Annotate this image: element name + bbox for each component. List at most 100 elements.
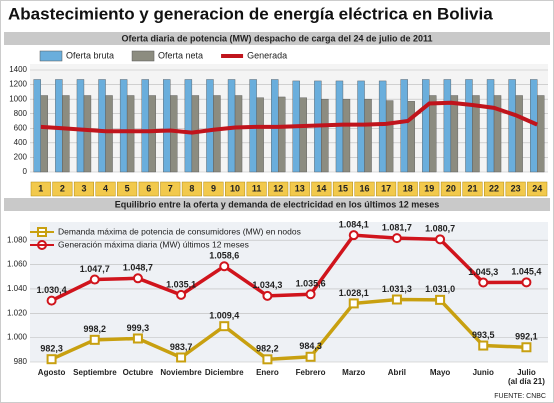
x-tick-label: 20 — [446, 183, 456, 193]
x-label-box — [246, 181, 267, 197]
x-tick-label: 8 — [189, 183, 194, 193]
bar — [256, 97, 264, 173]
x-tick-label: 17 — [381, 183, 391, 193]
bar — [364, 98, 372, 173]
y-tick-label: 1.000 — [7, 333, 28, 342]
bar — [508, 79, 516, 173]
data-label: 1.031,3 — [382, 284, 412, 294]
bar — [98, 79, 106, 173]
bar — [342, 98, 351, 173]
marker — [89, 334, 100, 345]
x-label-box — [181, 181, 202, 197]
plot-bg — [30, 64, 548, 172]
marker — [262, 354, 273, 365]
marker — [348, 230, 359, 241]
bar — [33, 79, 41, 173]
x-tick-label: 15 — [338, 183, 348, 193]
data-label: 1.048,7 — [123, 263, 153, 273]
y-tick-label: 0 — [23, 167, 28, 176]
x-label-box — [160, 181, 181, 197]
data-label: 982,3 — [40, 344, 63, 354]
x-label-box — [95, 181, 116, 197]
data-label: 1.081,7 — [382, 222, 412, 232]
legend-label: Oferta neta — [158, 50, 203, 60]
bar — [486, 79, 495, 173]
bar — [76, 79, 85, 173]
x-tick-label: 13 — [295, 183, 305, 193]
data-label: 1.009,4 — [209, 311, 239, 321]
marker — [305, 289, 316, 300]
data-label: 1.035,6 — [296, 279, 326, 289]
x-tick-label: 18 — [403, 183, 413, 193]
bar — [105, 95, 113, 173]
x-tick-label: 9 — [211, 183, 216, 193]
marker — [176, 289, 187, 300]
y-tick-label: 1000 — [9, 94, 27, 103]
data-label: 983,7 — [170, 342, 193, 352]
x-tick-label: 11 — [252, 183, 262, 193]
x-label-box — [484, 181, 505, 197]
y-tick-label: 800 — [14, 109, 28, 118]
legend-swatch — [39, 50, 63, 62]
data-label: 1.028,1 — [339, 288, 369, 298]
x-label-box — [268, 181, 289, 197]
chart-title: Oferta diaria de potencia (MW) despacho … — [121, 33, 432, 43]
bar — [450, 95, 459, 173]
marker — [478, 340, 489, 351]
data-label: 992,1 — [515, 332, 538, 342]
marker — [435, 234, 446, 245]
legend-label: Generación máxima diaria (MW) últimos 12… — [58, 239, 249, 249]
marker — [219, 261, 230, 272]
line — [50, 233, 527, 303]
y-tick-label: 1400 — [9, 65, 27, 74]
marker — [89, 274, 100, 285]
bar — [407, 101, 415, 173]
legend-label: Demanda máxima de potencia de consumidor… — [58, 226, 301, 236]
bar — [148, 95, 156, 173]
x-tick-label: 23 — [511, 183, 521, 193]
x-tick-label: 19 — [424, 183, 434, 193]
y-tick-label: 400 — [14, 138, 28, 147]
y-tick-label: 1.080 — [7, 235, 28, 244]
x-label-box — [332, 181, 353, 197]
x-label-box — [376, 181, 397, 197]
data-label: 1.034,3 — [252, 280, 282, 290]
x-tick-label: Noviembre — [160, 368, 202, 377]
marker — [521, 277, 532, 288]
bar — [299, 97, 307, 173]
marker — [219, 321, 230, 332]
data-label: 1.080,7 — [425, 224, 455, 234]
bar — [378, 80, 387, 173]
x-label-box — [462, 181, 483, 197]
marker — [305, 351, 316, 362]
x-tick-label: 10 — [230, 183, 240, 193]
bar — [184, 79, 193, 173]
x-label-box — [311, 181, 332, 197]
data-label: 1.035,1 — [166, 279, 196, 289]
marker — [348, 298, 359, 309]
x-label-box — [225, 181, 246, 197]
data-label: 1.047,7 — [80, 264, 110, 274]
data-label: 984,3 — [299, 341, 322, 351]
bar — [62, 95, 70, 173]
data-label: 1.031,0 — [425, 284, 455, 294]
bar — [400, 79, 408, 173]
header-bar — [4, 198, 550, 211]
line — [50, 297, 527, 362]
x-label-box — [73, 181, 94, 197]
bar — [422, 79, 430, 173]
x-tick-label: 4 — [103, 183, 108, 193]
y-tick-label: 600 — [14, 123, 28, 132]
legend-label: Generada — [247, 50, 287, 60]
y-tick-label: 200 — [14, 153, 28, 162]
x-label-box — [354, 181, 375, 197]
chart-title: Equilibrio entre la oferta y demanda de … — [115, 199, 440, 209]
y-tick-label: 1.040 — [7, 284, 28, 293]
x-tick-label: 5 — [125, 183, 130, 193]
bar — [83, 95, 92, 173]
x-tick-label: 7 — [168, 183, 173, 193]
data-label: 982,2 — [256, 344, 279, 354]
x-tick-label: 21 — [467, 183, 477, 193]
x-label-box — [203, 181, 224, 197]
